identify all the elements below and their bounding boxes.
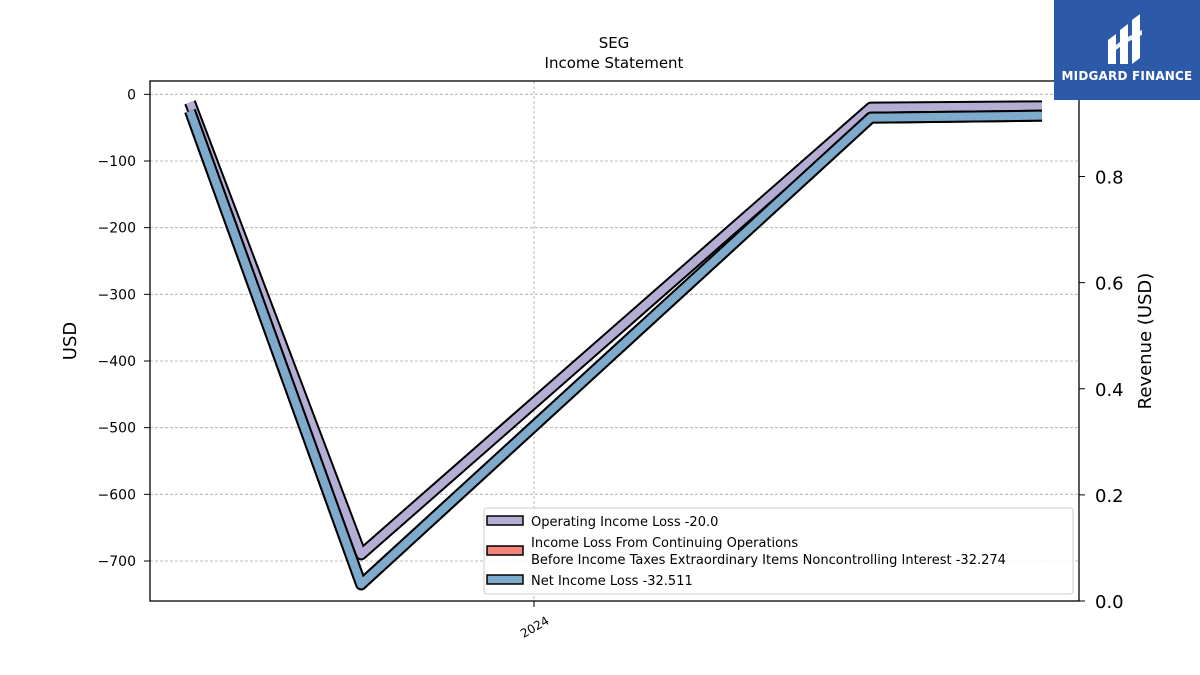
- y-tick-label: −600: [98, 487, 136, 503]
- x-tick-label: 2024: [518, 613, 551, 640]
- legend: Operating Income Loss -20.0 Income Loss F…: [483, 507, 1074, 595]
- legend-swatch: [486, 515, 524, 526]
- y-tick-label: −500: [98, 421, 136, 437]
- y2-tick-label: 0.2: [1095, 486, 1124, 507]
- series-line: [186, 109, 1043, 589]
- legend-box: [483, 507, 1074, 595]
- brand-name: MIDGARD FINANCE: [1061, 69, 1193, 83]
- gridlines: [150, 81, 1079, 601]
- y2-tick-label: 0.0: [1095, 592, 1124, 613]
- series-line: [186, 100, 1043, 559]
- y-tick-label: −400: [98, 354, 136, 370]
- logo-icon: [1108, 14, 1142, 64]
- legend-label: Net Income Loss -32.511: [531, 574, 693, 589]
- y-tick-label: 0: [127, 87, 136, 103]
- chart-subtitle: Income Statement: [545, 54, 684, 72]
- y-axis-label: USD: [60, 322, 81, 360]
- y-tick-label: −200: [98, 221, 136, 237]
- legend-label: Operating Income Loss -20.0: [531, 515, 718, 530]
- chart-title: SEG: [599, 34, 630, 52]
- brand-logo: MIDGARD FINANCE: [1054, 0, 1200, 100]
- legend-swatch: [486, 574, 524, 585]
- y-tick-label: −100: [98, 154, 136, 170]
- plot-frame: [149, 80, 1080, 602]
- y2-tick-label: 0.6: [1095, 274, 1124, 295]
- series-lines: [184, 100, 1043, 591]
- y2-tick-label: 0.8: [1095, 168, 1124, 189]
- y-tick-label: −300: [98, 287, 136, 303]
- y2-axis-ticks: 0.0 0.2 0.4 0.6 0.8: [1079, 168, 1124, 613]
- legend-swatch: [486, 545, 524, 556]
- y2-axis-label: Revenue (USD): [1135, 273, 1156, 410]
- x-axis-ticks: 2024: [518, 601, 552, 641]
- y2-tick-label: 0.4: [1095, 380, 1124, 401]
- legend-label: Before Income Taxes Extraordinary Items …: [531, 553, 1006, 568]
- legend-label: Income Loss From Continuing Operations: [531, 536, 798, 551]
- y-tick-label: −700: [98, 554, 136, 570]
- y-axis-ticks: 0 −100 −200 −300 −400 −500 −600 −700: [98, 87, 150, 570]
